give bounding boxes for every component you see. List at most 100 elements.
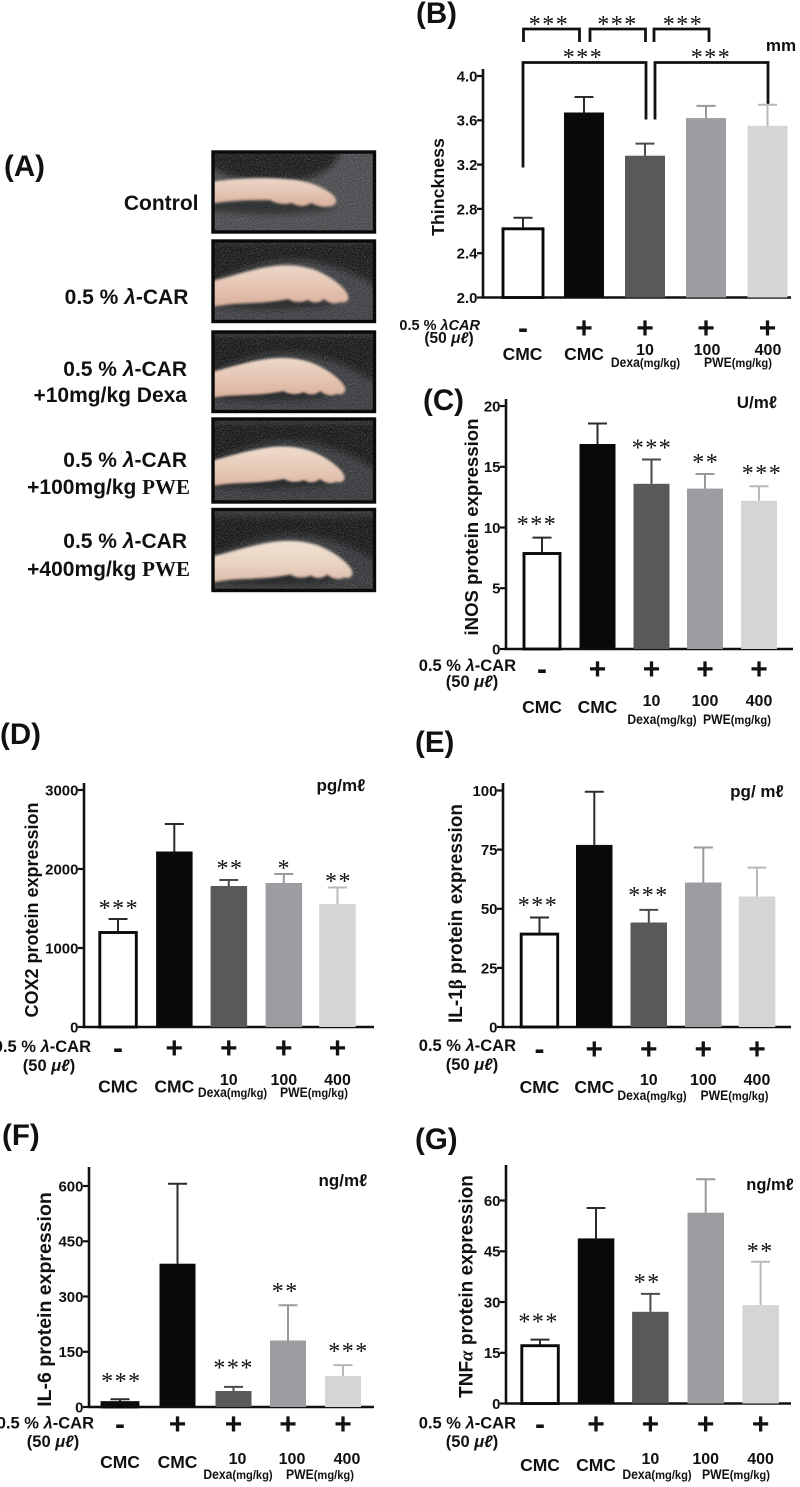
svg-text:**: ** [217, 856, 244, 882]
svg-text:100: 100 [472, 783, 497, 800]
svg-text:CMC: CMC [98, 1077, 138, 1097]
svg-text:5: 5 [492, 581, 500, 598]
svg-text:10: 10 [484, 520, 501, 537]
svg-text:CMC: CMC [100, 1452, 140, 1472]
svg-text:+: + [752, 1408, 770, 1441]
svg-text:***: *** [529, 12, 570, 38]
svg-text:100: 100 [694, 342, 721, 359]
svg-text:+: + [329, 1032, 347, 1065]
svg-text:30: 30 [484, 1294, 501, 1311]
svg-text:+: + [575, 312, 593, 345]
svg-text:CMC: CMC [520, 1077, 560, 1097]
svg-text:Control: Control [124, 192, 199, 215]
svg-text:+: + [636, 312, 654, 345]
svg-text:**: ** [747, 1239, 774, 1265]
svg-text:ng/mℓ: ng/mℓ [746, 1176, 793, 1194]
svg-text:400: 400 [746, 693, 773, 710]
svg-text:+: + [587, 1408, 605, 1441]
svg-text:CMC: CMC [154, 1077, 194, 1097]
svg-text:15: 15 [484, 459, 501, 476]
svg-text:0.5 % λ-CAR: 0.5 % λ-CAR [419, 657, 516, 675]
svg-text:400: 400 [747, 1451, 774, 1468]
svg-text:2.4: 2.4 [457, 246, 479, 263]
svg-text:1000: 1000 [45, 940, 78, 957]
svg-text:+: + [589, 653, 607, 686]
svg-text:10: 10 [643, 693, 661, 710]
svg-text:(D): (D) [0, 718, 41, 751]
svg-text:0.5 % λ-CAR: 0.5 % λ-CAR [0, 1415, 94, 1433]
svg-text:600: 600 [58, 1178, 83, 1195]
svg-text:300: 300 [58, 1289, 83, 1306]
svg-text:(C): (C) [423, 384, 464, 417]
svg-text:Dexa(mg/kg): Dexa(mg/kg) [203, 1466, 272, 1482]
svg-text:+: + [334, 1408, 352, 1441]
svg-text:-: - [537, 653, 547, 686]
svg-text:***: *** [628, 883, 669, 909]
svg-text:0: 0 [75, 1399, 83, 1416]
svg-text:10: 10 [640, 1072, 658, 1089]
svg-text:2.0: 2.0 [457, 290, 478, 307]
svg-text:400: 400 [744, 1072, 771, 1089]
svg-text:(F): (F) [2, 1119, 40, 1152]
svg-text:20: 20 [484, 398, 501, 415]
svg-text:400: 400 [324, 1072, 351, 1089]
svg-text:Thinckness: Thinckness [428, 138, 448, 236]
svg-text:(50 μℓ): (50 μℓ) [446, 1056, 498, 1074]
svg-text:0.5 % λ-CAR: 0.5 % λ-CAR [63, 449, 187, 472]
svg-text:(50 μℓ): (50 μℓ) [446, 1433, 498, 1451]
svg-text:400: 400 [755, 342, 782, 359]
svg-text:+: + [220, 1032, 238, 1065]
svg-text:100: 100 [692, 693, 719, 710]
svg-text:+: + [166, 1032, 184, 1065]
svg-text:***: *** [632, 436, 673, 462]
svg-text:***: *** [597, 12, 638, 38]
svg-text:Dexa(mg/kg): Dexa(mg/kg) [617, 1087, 686, 1103]
svg-text:100: 100 [692, 1451, 719, 1468]
svg-text:10: 10 [636, 342, 654, 359]
svg-text:IL-1β protein expression: IL-1β protein expression [446, 804, 467, 1023]
svg-text:0.5 % λ-CAR: 0.5 % λ-CAR [419, 1415, 516, 1433]
svg-text:COX2 protein expression: COX2 protein expression [22, 802, 42, 1017]
svg-text:+: + [279, 1408, 297, 1441]
svg-text:CMC: CMC [564, 344, 604, 364]
svg-text:Dexa(mg/kg): Dexa(mg/kg) [622, 1466, 691, 1482]
svg-text:Dexa(mg/kg): Dexa(mg/kg) [627, 711, 696, 727]
svg-text:**: ** [325, 869, 352, 895]
svg-text:CMC: CMC [576, 1455, 616, 1475]
svg-text:3.2: 3.2 [457, 157, 478, 174]
svg-text:100: 100 [270, 1072, 297, 1089]
svg-text:+: + [696, 653, 714, 686]
svg-text:+: + [697, 312, 715, 345]
svg-text:+: + [586, 1033, 604, 1066]
svg-text:450: 450 [58, 1234, 83, 1251]
svg-text:pg/ mℓ: pg/ mℓ [730, 782, 784, 801]
svg-text:50: 50 [481, 901, 498, 918]
svg-text:(B): (B) [416, 0, 457, 30]
svg-text:0.5 % λ-CAR: 0.5 % λ-CAR [65, 286, 189, 309]
svg-text:PWE(mg/kg): PWE(mg/kg) [280, 1084, 348, 1100]
svg-text:PWE(mg/kg): PWE(mg/kg) [702, 1466, 770, 1482]
svg-text:(50 μℓ): (50 μℓ) [23, 1057, 75, 1075]
svg-text:75: 75 [481, 842, 498, 859]
svg-text:Dexa(mg/kg): Dexa(mg/kg) [611, 354, 680, 370]
svg-text:(A): (A) [4, 150, 45, 183]
svg-text:Dexa(mg/kg): Dexa(mg/kg) [198, 1084, 267, 1100]
svg-text:2000: 2000 [45, 861, 78, 878]
svg-text:0.5 % λ-CAR: 0.5 % λ-CAR [419, 1037, 516, 1055]
svg-text:+: + [695, 1033, 713, 1066]
svg-text:+400mg/kg PWE: +400mg/kg PWE [27, 557, 190, 581]
svg-text:***: *** [518, 1310, 559, 1336]
svg-text:PWE(mg/kg): PWE(mg/kg) [703, 711, 771, 727]
svg-text:60: 60 [484, 1193, 501, 1210]
svg-text:(E): (E) [415, 726, 454, 759]
svg-text:-: - [113, 1032, 123, 1065]
svg-text:100: 100 [690, 1072, 717, 1089]
svg-text:**: ** [692, 450, 719, 476]
svg-text:***: *** [101, 1369, 142, 1395]
svg-text:+: + [642, 1408, 660, 1441]
svg-text:***: *** [663, 12, 704, 38]
svg-text:CMC: CMC [520, 1455, 560, 1475]
svg-text:4.0: 4.0 [457, 68, 478, 85]
svg-text:+: + [643, 653, 661, 686]
svg-text:PWE(mg/kg): PWE(mg/kg) [286, 1466, 354, 1482]
